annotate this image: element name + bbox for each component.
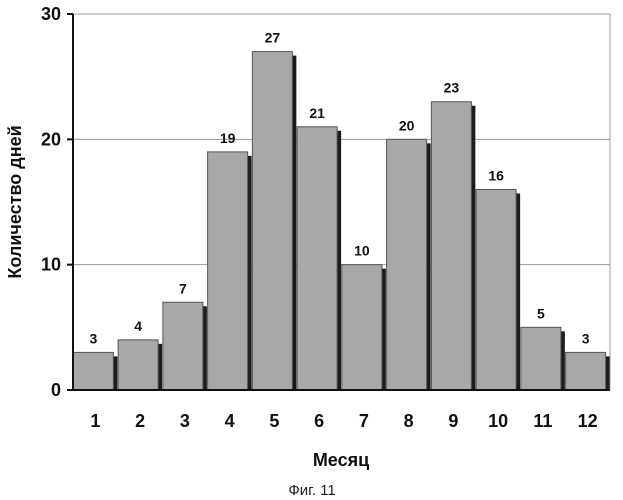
y-tick-label: 20 xyxy=(41,129,61,149)
x-tick-label: 5 xyxy=(269,411,279,431)
x-tick-label: 1 xyxy=(90,411,100,431)
y-tick-label: 10 xyxy=(41,255,61,275)
data-label: 21 xyxy=(309,105,325,121)
data-label: 4 xyxy=(134,318,142,334)
x-tick-label: 3 xyxy=(180,411,190,431)
bar xyxy=(387,139,427,390)
bar xyxy=(252,52,292,390)
y-tick-label: 0 xyxy=(51,380,61,400)
data-label: 19 xyxy=(220,130,236,146)
x-tick-label: 11 xyxy=(533,411,552,431)
data-label: 27 xyxy=(265,30,281,46)
bar xyxy=(297,127,337,390)
bar xyxy=(342,265,382,390)
bar xyxy=(73,352,113,390)
x-tick-label: 2 xyxy=(135,411,145,431)
data-label: 3 xyxy=(89,330,97,346)
x-tick-label: 6 xyxy=(314,411,324,431)
x-tick-label: 10 xyxy=(488,411,508,431)
bar xyxy=(566,352,606,390)
x-tick-label: 7 xyxy=(359,411,369,431)
data-label: 3 xyxy=(582,330,590,346)
bar xyxy=(521,327,561,390)
x-tick-label: 4 xyxy=(225,411,235,431)
y-tick-labels: 0 10 20 30 xyxy=(41,4,61,400)
x-tick-labels: 123456789101112 xyxy=(90,411,597,431)
bar xyxy=(431,102,471,390)
x-tick-label: 12 xyxy=(578,411,598,431)
y-tick-label: 30 xyxy=(41,4,61,24)
data-label: 20 xyxy=(399,117,415,133)
bar xyxy=(476,189,516,390)
x-axis-label: Месяц xyxy=(313,450,369,470)
bar xyxy=(208,152,248,390)
bar xyxy=(118,340,158,390)
data-label: 16 xyxy=(488,167,504,183)
data-label: 5 xyxy=(537,305,545,321)
y-axis-label: Количество дней xyxy=(5,125,25,278)
bar xyxy=(163,302,203,390)
x-tick-label: 9 xyxy=(448,411,458,431)
bars xyxy=(73,52,609,390)
data-label: 23 xyxy=(444,80,460,96)
data-label: 10 xyxy=(354,243,370,259)
x-tick-label: 8 xyxy=(404,411,414,431)
figure-caption: Фиг. 11 xyxy=(288,482,335,499)
data-label: 7 xyxy=(179,280,187,296)
